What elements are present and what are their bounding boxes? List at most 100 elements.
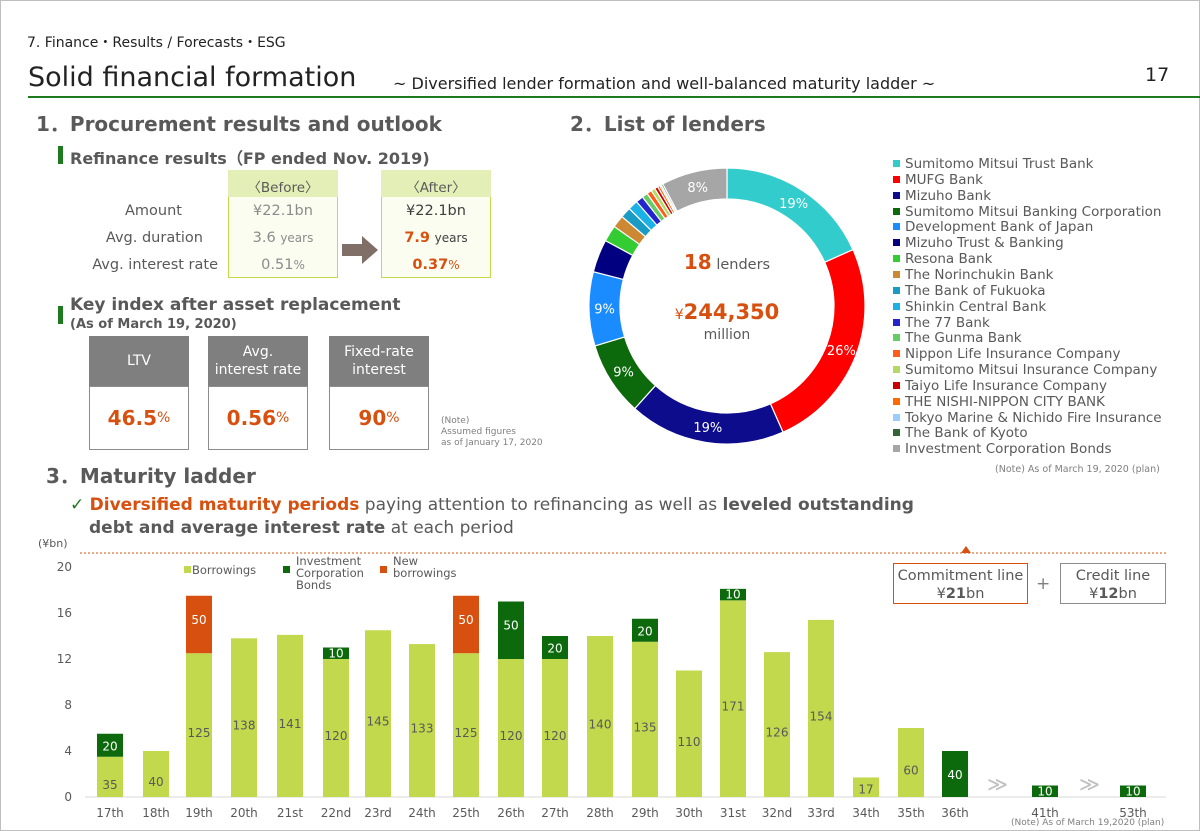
- bar-segment: [853, 777, 879, 797]
- before-interest: 0.51%: [261, 257, 305, 273]
- bar-data-label: 138: [233, 719, 256, 733]
- bar-data-label: 50: [458, 613, 473, 627]
- lender-count: 18 lenders: [683, 250, 771, 274]
- after-amount: ¥22.1bn: [406, 203, 466, 219]
- legend-item: Sumitomo Mitsui Banking Corporation: [893, 204, 1161, 220]
- legend-item: Sumitomo Mitsui Insurance Company: [893, 362, 1157, 378]
- bar-segment: [676, 670, 702, 797]
- bar-data-label: 60: [903, 764, 918, 778]
- legend-item: Nippon Life Insurance Company: [893, 346, 1120, 362]
- before-amount: ¥22.1bn: [253, 203, 313, 219]
- x-tick-label: 18th: [142, 806, 170, 820]
- bar-data-label: 10: [725, 588, 740, 602]
- bar-segment: [186, 595, 212, 654]
- legend-swatch: [893, 397, 900, 405]
- legend-swatch: [893, 160, 900, 167]
- ltv-box: 46.5%: [89, 386, 189, 450]
- bar-data-label: 40: [148, 775, 163, 789]
- legend-swatch: [893, 429, 900, 437]
- bar-segment: [409, 644, 435, 797]
- lenders-note: (Note) As of March 19, 2020 (plan): [995, 464, 1160, 475]
- donut-data-label: 19%: [693, 421, 722, 436]
- bar-segment: [143, 751, 169, 797]
- legend-swatch: [283, 566, 290, 573]
- bar-data-label: 141: [279, 717, 302, 731]
- lender-amount: ¥244,350: [674, 300, 780, 324]
- legend-item: Resona Bank: [893, 251, 992, 267]
- legend-label: The Bank of Kyoto: [905, 425, 1028, 442]
- bar-segment: [97, 756, 123, 797]
- legend-swatch: [893, 350, 900, 358]
- bar-data-label: 20: [637, 624, 652, 638]
- section2-title: 2．List of lenders: [570, 112, 766, 136]
- bar-data-label: 10: [1037, 784, 1052, 798]
- maturity-ladder-chart: (¥bn) 0 4 8 12 16 20 17th 35 20 18th 40 19th 125 50 20t…: [38, 537, 1166, 820]
- bar-segment: [1120, 785, 1146, 797]
- x-tick-label: 31st: [720, 806, 747, 820]
- donut-data-label: 9%: [613, 366, 634, 381]
- bar-segment: [498, 659, 524, 797]
- y-tick-label: 8: [64, 698, 72, 712]
- breadcrumb: 7. Finance・Results / Forecasts・ESG: [27, 35, 286, 51]
- donut-data-label: 9%: [594, 303, 615, 318]
- section1-title: 1．Procurement results and outlook: [36, 112, 442, 136]
- bar-data-label: 17: [858, 782, 873, 796]
- section3-title: 3．Maturity ladder: [46, 464, 256, 488]
- x-tick-label: 26th: [497, 806, 525, 820]
- legend-swatch: [893, 445, 900, 453]
- bar-data-label: 35: [102, 778, 117, 792]
- donut-data-label: 8%: [687, 181, 708, 196]
- legend-item: Development Bank of Japan: [893, 219, 1093, 235]
- fixed-rate-box: 90%: [329, 386, 429, 450]
- x-tick-label: 29th: [631, 806, 659, 820]
- legend-item: Mizuho Trust & Banking: [893, 235, 1064, 251]
- legend-label: Nippon Life Insurance Company: [905, 346, 1121, 363]
- arrow-right-icon: [342, 236, 378, 264]
- legend-swatch: [893, 270, 900, 278]
- legend-swatch: [893, 381, 900, 389]
- legend-item: The 77 Bank: [893, 315, 990, 331]
- x-tick-label: 34th: [852, 806, 880, 820]
- heading-marker: [58, 146, 63, 164]
- y-tick-label: 20: [57, 560, 72, 574]
- legend-label: Investment: [296, 554, 362, 568]
- key-index-note: (Note) Assumed figures as of January 17,…: [441, 416, 543, 448]
- row-label-duration: Avg. duration: [105, 230, 203, 246]
- bar-segment: [587, 636, 613, 797]
- legend-label: Investment Corporation Bonds: [905, 441, 1112, 458]
- bar-segment: [720, 600, 746, 797]
- bar-data-label: 120: [544, 729, 567, 743]
- bar-segment: [323, 647, 349, 659]
- donut-slice: [661, 167, 728, 213]
- legend-item: The Bank of Kyoto: [893, 425, 1028, 441]
- bar-segment: [186, 653, 212, 797]
- legend-swatch: [893, 239, 900, 247]
- x-tick-label: 20th: [230, 806, 258, 820]
- y-tick-label: 0: [64, 790, 72, 804]
- bar-segment: [97, 733, 123, 757]
- legend-label: Development Bank of Japan: [905, 219, 1094, 236]
- legend-swatch: [380, 566, 387, 573]
- bar-segment: [453, 653, 479, 797]
- bar-data-label: 10: [328, 646, 343, 660]
- legend-label: The Bank of Fukuoka: [905, 282, 1046, 299]
- before-label: 〈Before〉: [247, 180, 319, 196]
- row-label-amount: Amount: [125, 203, 182, 219]
- ltv-box-header: LTV: [89, 336, 189, 386]
- y-tick-label: 12: [57, 652, 72, 666]
- bar-segment: [231, 638, 257, 797]
- legend-item: Tokyo Marine & Nichido Fire Insurance: [893, 410, 1162, 426]
- legend-label: New: [393, 554, 418, 568]
- legend-swatch: [893, 286, 900, 294]
- legend-swatch: [893, 175, 900, 183]
- bar-data-label: 145: [367, 715, 390, 729]
- bar-data-label: 110: [678, 735, 701, 749]
- bar-segment: [277, 634, 303, 797]
- x-tick-label: 24th: [408, 806, 436, 820]
- x-tick-label: 36th: [941, 806, 969, 820]
- donut-data-label: 26%: [827, 344, 856, 359]
- legend-label: Borrowings: [192, 563, 256, 577]
- y-tick-label: 16: [57, 606, 72, 620]
- legend-label: Sumitomo Mitsui Trust Bank: [905, 156, 1094, 172]
- x-tick-label: 22nd: [321, 806, 352, 820]
